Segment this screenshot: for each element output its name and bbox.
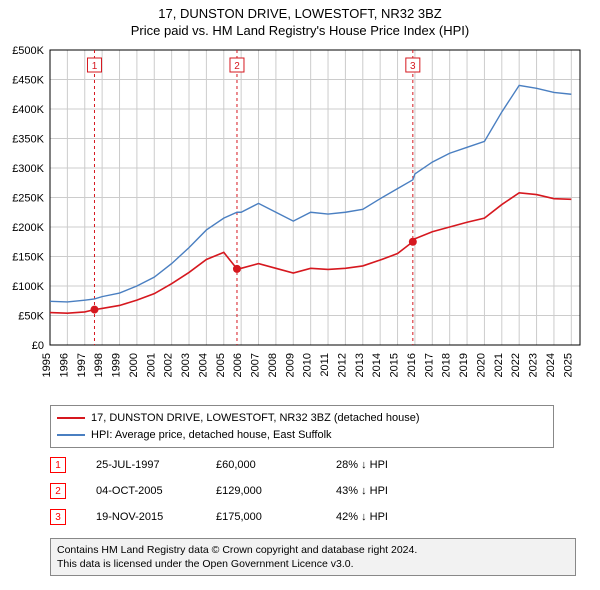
legend-row: HPI: Average price, detached house, East… [57, 427, 547, 444]
sale-hpi-delta: 43% ↓ HPI [336, 485, 456, 497]
svg-text:2006: 2006 [232, 353, 244, 377]
sale-price: £129,000 [216, 485, 336, 497]
svg-text:£450K: £450K [12, 75, 44, 87]
svg-text:2004: 2004 [197, 353, 209, 377]
svg-text:£400K: £400K [12, 104, 44, 116]
legend-swatch [57, 417, 85, 419]
svg-text:2023: 2023 [528, 353, 540, 377]
svg-text:2011: 2011 [319, 353, 331, 377]
footer-line: This data is licensed under the Open Gov… [57, 557, 569, 571]
svg-text:2016: 2016 [406, 353, 418, 377]
svg-text:2009: 2009 [284, 353, 296, 377]
legend-label: 17, DUNSTON DRIVE, LOWESTOFT, NR32 3BZ (… [91, 410, 420, 427]
svg-text:2005: 2005 [215, 353, 227, 377]
svg-text:2020: 2020 [475, 353, 487, 377]
svg-text:£350K: £350K [12, 134, 44, 146]
svg-text:2025: 2025 [562, 353, 574, 377]
title-address: 17, DUNSTON DRIVE, LOWESTOFT, NR32 3BZ [0, 6, 600, 21]
svg-text:3: 3 [410, 61, 416, 72]
svg-text:2008: 2008 [267, 353, 279, 377]
svg-text:1996: 1996 [58, 353, 70, 377]
legend-label: HPI: Average price, detached house, East… [91, 427, 332, 444]
title-subtitle: Price paid vs. HM Land Registry's House … [0, 23, 600, 38]
svg-text:2: 2 [234, 61, 240, 72]
svg-text:£150K: £150K [12, 252, 44, 264]
sale-hpi-delta: 28% ↓ HPI [336, 459, 456, 471]
svg-text:2007: 2007 [250, 353, 262, 377]
svg-text:2012: 2012 [336, 353, 348, 377]
sale-price: £175,000 [216, 511, 336, 523]
svg-text:2001: 2001 [145, 353, 157, 377]
svg-text:2015: 2015 [389, 353, 401, 377]
svg-text:£50K: £50K [18, 311, 44, 323]
svg-text:2024: 2024 [545, 353, 557, 377]
svg-text:2017: 2017 [423, 353, 435, 377]
svg-text:£250K: £250K [12, 193, 44, 205]
sale-marker-box: 3 [50, 509, 66, 525]
svg-text:1995: 1995 [41, 353, 53, 377]
sales-table: 1 25-JUL-1997 £60,000 28% ↓ HPI 2 04-OCT… [50, 452, 550, 530]
svg-text:2021: 2021 [493, 353, 505, 377]
svg-text:2002: 2002 [163, 353, 175, 377]
attribution-footer: Contains HM Land Registry data © Crown c… [50, 538, 576, 576]
sales-row: 2 04-OCT-2005 £129,000 43% ↓ HPI [50, 478, 550, 504]
svg-text:2014: 2014 [371, 353, 383, 377]
line-chart: £0£50K£100K£150K£200K£250K£300K£350K£400… [50, 50, 580, 380]
sale-hpi-delta: 42% ↓ HPI [336, 511, 456, 523]
svg-text:£300K: £300K [12, 163, 44, 175]
legend: 17, DUNSTON DRIVE, LOWESTOFT, NR32 3BZ (… [50, 405, 554, 448]
svg-text:2018: 2018 [441, 353, 453, 377]
sales-row: 3 19-NOV-2015 £175,000 42% ↓ HPI [50, 504, 550, 530]
svg-text:£200K: £200K [12, 222, 44, 234]
footer-line: Contains HM Land Registry data © Crown c… [57, 543, 569, 557]
sale-date: 19-NOV-2015 [96, 511, 216, 523]
sales-row: 1 25-JUL-1997 £60,000 28% ↓ HPI [50, 452, 550, 478]
svg-text:2019: 2019 [458, 353, 470, 377]
svg-text:1999: 1999 [111, 353, 123, 377]
svg-text:2000: 2000 [128, 353, 140, 377]
chart-svg: £0£50K£100K£150K£200K£250K£300K£350K£400… [50, 50, 580, 380]
sale-price: £60,000 [216, 459, 336, 471]
svg-text:1997: 1997 [76, 353, 88, 377]
svg-text:2010: 2010 [302, 353, 314, 377]
legend-swatch [57, 434, 85, 436]
sale-date: 04-OCT-2005 [96, 485, 216, 497]
sale-marker-box: 2 [50, 483, 66, 499]
svg-text:1998: 1998 [93, 353, 105, 377]
svg-text:£0: £0 [32, 340, 44, 352]
svg-text:2003: 2003 [180, 353, 192, 377]
svg-text:1: 1 [92, 61, 98, 72]
svg-text:£500K: £500K [12, 45, 44, 57]
legend-row: 17, DUNSTON DRIVE, LOWESTOFT, NR32 3BZ (… [57, 410, 547, 427]
sale-marker-box: 1 [50, 457, 66, 473]
svg-text:£100K: £100K [12, 281, 44, 293]
sale-date: 25-JUL-1997 [96, 459, 216, 471]
svg-text:2013: 2013 [354, 353, 366, 377]
chart-titles: 17, DUNSTON DRIVE, LOWESTOFT, NR32 3BZ P… [0, 0, 600, 38]
svg-text:2022: 2022 [510, 353, 522, 377]
